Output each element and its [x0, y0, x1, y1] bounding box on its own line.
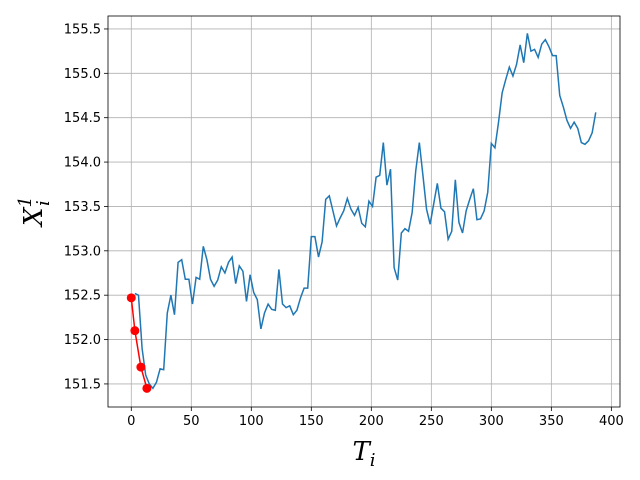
x-tick-label: 150: [299, 414, 324, 429]
plot-area: [126, 33, 597, 393]
line: [134, 33, 597, 390]
y-tick-label: 154.0: [64, 156, 101, 171]
x-tick-label: 200: [359, 414, 384, 429]
x-tick-label: 350: [539, 414, 564, 429]
y-axis-label: X1i: [15, 196, 54, 228]
x-tick-label: 50: [183, 414, 200, 429]
x-tick-label: 400: [599, 414, 624, 429]
marker: [126, 293, 136, 303]
y-tick-label: 155.0: [64, 67, 101, 82]
marker: [130, 326, 140, 336]
y-tick-label: 151.5: [64, 377, 101, 392]
line: [130, 297, 148, 389]
y-tick-label: 153.5: [64, 200, 101, 215]
marker: [136, 362, 146, 372]
y-tick-label: 152.0: [64, 333, 101, 348]
y-tick-label: 154.5: [64, 111, 101, 126]
x-tick-label: 0: [127, 414, 135, 429]
x-tick-label: 250: [419, 414, 444, 429]
axes-frame: [107, 15, 621, 408]
x-tick-label: 100: [239, 414, 264, 429]
x-tick-label: 300: [479, 414, 504, 429]
y-tick-label: 153.0: [64, 244, 101, 259]
y-tick-label: 152.5: [64, 289, 101, 304]
marker: [142, 383, 152, 393]
x-label-sub: i: [370, 450, 376, 471]
y-label-sub: i: [33, 200, 54, 206]
x-label-base: T: [352, 437, 371, 467]
y-label-base: X: [19, 206, 49, 228]
grid: [108, 16, 620, 407]
y-tick-label: 155.5: [64, 22, 101, 37]
x-axis-label: Ti: [352, 437, 375, 471]
y-label-sup: 1: [15, 196, 36, 207]
